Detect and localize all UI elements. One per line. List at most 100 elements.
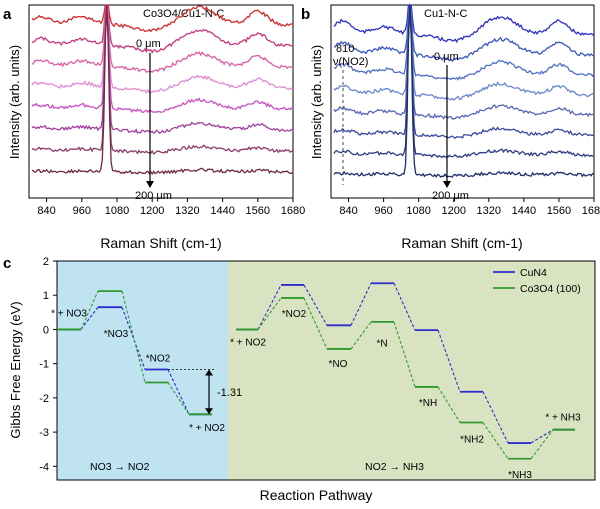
panel-a-spectrum-6 [31, 4, 294, 134]
panel-b-plot-frame [330, 4, 595, 199]
panel-c-gap-arrowhead-bottom [205, 408, 213, 415]
panel-a-x-tick-label: 960 [73, 205, 91, 217]
panel-c-y-tick-label: -3 [39, 427, 49, 439]
panel-c-connector-1-10 [530, 429, 554, 460]
panel-a-depth-bottom: 200 μm [135, 190, 172, 202]
panel-b-sample-label: Cu1-N-C [424, 8, 467, 20]
panel-c-connector-0-5 [303, 284, 328, 326]
panel-c-state-label: *NO3 [104, 329, 129, 340]
panel-b-x-tick-label: 1200 [441, 205, 465, 217]
panel-a-x-tick-label: 1560 [246, 205, 270, 217]
panel-c-connector-1-4 [257, 297, 282, 330]
panel-c-connector-0-8 [437, 329, 461, 392]
panel-c-connector-1-6 [350, 321, 372, 350]
panel-b-x-tick-label: 1320 [477, 205, 501, 217]
panel-a-spectrum-7 [31, 4, 294, 155]
panel-c-energy-gap: -1.31 [168, 369, 242, 415]
panel-c-y-tick-label: 0 [43, 324, 49, 336]
panel-c-region-left-label: NO3 → NO2 [90, 461, 150, 473]
panel-b-spectrum-7 [333, 4, 595, 159]
panel-b-spectrum-2 [333, 2, 595, 63]
panel-a-plot-frame [28, 4, 294, 199]
panel-b-depth-top: 0 μm [434, 51, 459, 63]
panel-a: a Co3O4/Cu1-N-C Intensity (arb. units) R… [3, 4, 305, 251]
panel-a-x-tick-label: 840 [37, 205, 55, 217]
panel-b-spectrum-6 [333, 4, 595, 140]
panel-c-state-label: *N [376, 338, 387, 349]
panel-b-spectrum-3 [333, 4, 595, 81]
panel-c-state-label: * + NO3 [51, 308, 87, 319]
panel-a-spectrum-1 [31, 4, 294, 33]
panel-a-spectrum-5 [31, 4, 294, 114]
panel-c-y-tick-label: -4 [39, 461, 49, 473]
panel-b-spectrum-8 [333, 4, 595, 178]
panel-c-connector-1-7 [393, 321, 416, 388]
panel-c-y-axis-label: Gibbs Free Energy (eV) [8, 301, 23, 438]
panel-c-connector-0-9 [482, 391, 509, 444]
panel-a-x-ticks: 840 960 1080 1200 1320 1440 1560 1680 [37, 198, 305, 217]
panel-b-spectra [333, 2, 595, 178]
panel-c-legend-label: CuN4 [520, 267, 547, 279]
panel-c-y-ticks: 2 1 0 -1 -2 -3 -4 [39, 256, 57, 473]
panel-a-y-axis-label: Intensity (arb. units) [7, 45, 22, 159]
panel-c-y-tick-label: -1 [39, 359, 49, 371]
panel-b-x-tick-label: 1080 [406, 205, 430, 217]
panel-a-depth-arrowhead [146, 181, 154, 188]
panel-c-gap-label: -1.31 [217, 387, 242, 399]
panel-a-spectrum-2 [31, 4, 294, 54]
panel-c-letter: c [3, 255, 11, 272]
panel-c-connector-0-4 [257, 284, 282, 330]
panel-b-spectrum-1 [333, 4, 595, 44]
panel-c-gap-arrowhead-top [205, 369, 213, 376]
panel-a-spectrum-3 [31, 4, 294, 74]
panel-b: b Cu1-N-C Intensity (arb. units) Raman S… [301, 2, 600, 251]
panel-b-x-tick-label: 1440 [512, 205, 536, 217]
panel-a-x-tick-label: 1440 [210, 205, 234, 217]
panel-b-x-tick-label: 960 [374, 205, 392, 217]
panel-c-plot-frame [56, 260, 596, 481]
panel-c-legend: CuN4 Co3O4 (100) [493, 267, 581, 295]
panel-c-state-label: * + NH3 [545, 413, 581, 424]
panel-c-state-label: *NO [329, 359, 348, 370]
panel-a-spectra [31, 4, 294, 176]
panel-b-peak-value: 810 [336, 43, 354, 55]
panel-c-connector-1-9 [482, 422, 509, 460]
panel-b-depth-bottom: 200 μm [432, 190, 469, 202]
panel-a-letter: a [3, 6, 12, 23]
panel-a-x-tick-label: 1320 [175, 205, 199, 217]
panel-c-connector-0-7 [393, 283, 416, 331]
panel-c-connector-1-1 [121, 290, 146, 383]
panel-c-state-label: * + NO2 [230, 337, 266, 348]
panel-a-depth-top: 0 μm [136, 38, 161, 50]
panel-b-letter: b [301, 6, 310, 23]
panel-b-spectrum-5 [333, 4, 595, 120]
panel-c-connector-1-5 [303, 297, 328, 350]
panel-c-region-right-label: NO2 → NH3 [365, 461, 424, 473]
panel-b-x-tick-label: 1560 [547, 205, 571, 217]
panel-a-x-tick-label: 1080 [105, 205, 129, 217]
panel-c-x-axis-label: Reaction Pathway [260, 487, 373, 503]
panel-c-energy-levels [58, 282, 575, 460]
panel-b-x-axis-label: Raman Shift (cm-1) [401, 235, 522, 251]
panel-b-depth-arrowhead [443, 181, 451, 188]
panel-c: c 2 1 0 -1 -2 -3 -4 Gibbs Free Energy (eV) Rea… [3, 255, 596, 503]
panel-a-spectrum-8 [31, 4, 294, 176]
panel-c-connector-0-6 [350, 283, 372, 326]
panel-c-connector-0-2 [167, 369, 190, 415]
panel-c-connector-0-10 [530, 429, 554, 444]
panel-c-state-label: *NO2 [146, 353, 171, 364]
panel-c-connector-1-8 [437, 386, 461, 423]
panel-c-state-labels: * + NO3 *NO3 *NO2 * + NO2 * + NO2 *NO2 *NO *N *N… [51, 308, 581, 481]
panel-c-y-tick-label: -2 [39, 393, 49, 405]
panel-b-x-tick-label: 840 [339, 205, 357, 217]
panel-b-spectrum-4 [333, 4, 595, 101]
panel-c-y-tick-label: 2 [43, 256, 49, 268]
panel-c-connector-1-2 [167, 382, 190, 415]
panel-a-x-axis-label: Raman Shift (cm-1) [100, 235, 221, 251]
panel-c-y-tick-label: 1 [43, 290, 49, 302]
panel-a-x-tick-label: 1680 [281, 205, 305, 217]
panel-c-state-label: * + NO2 [189, 423, 225, 434]
panel-c-state-label: *NH [419, 398, 437, 409]
panel-b-x-tick-label: 1680 [582, 205, 600, 217]
